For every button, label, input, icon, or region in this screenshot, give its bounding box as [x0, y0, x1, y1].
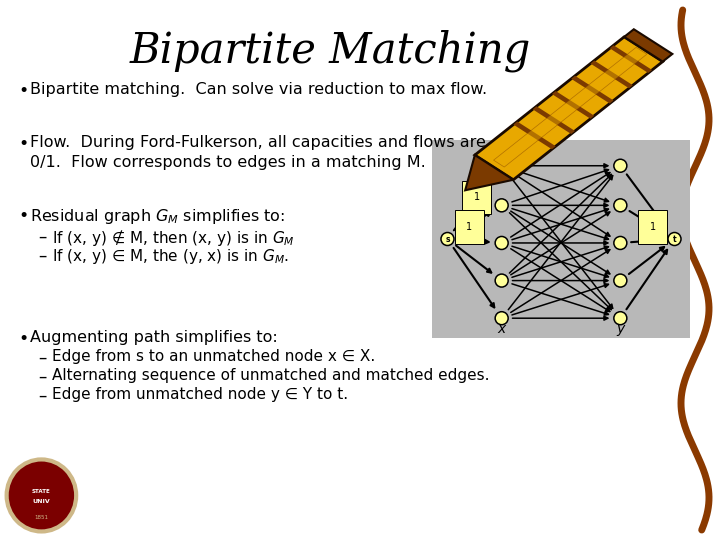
Circle shape: [495, 199, 508, 212]
Bar: [432, 140, 690, 338]
Text: •: •: [18, 82, 28, 100]
Text: Edge from s to an unmatched node x ∈ X.: Edge from s to an unmatched node x ∈ X.: [52, 349, 375, 364]
Bar: [590, 60, 633, 88]
Text: Bipartite matching.  Can solve via reduction to max flow.: Bipartite matching. Can solve via reduct…: [30, 82, 487, 97]
Circle shape: [614, 199, 627, 212]
Text: –: –: [38, 247, 46, 265]
Circle shape: [495, 274, 508, 287]
Text: 1: 1: [474, 192, 480, 202]
Bar: [533, 106, 575, 134]
Bar: [513, 122, 556, 149]
Circle shape: [441, 233, 454, 246]
Bar: [494, 48, 647, 167]
Text: •: •: [18, 207, 28, 225]
Bar: [552, 91, 594, 119]
Circle shape: [668, 233, 681, 246]
Text: –: –: [38, 349, 46, 367]
Text: 1: 1: [649, 222, 656, 232]
Text: 1: 1: [467, 222, 472, 232]
Text: If (x, y) ∉ M, then (x, y) is in $G_M$: If (x, y) ∉ M, then (x, y) is in $G_M$: [52, 228, 294, 248]
Circle shape: [6, 460, 76, 531]
Text: If (x, y) ∈ M, the (y, x) is in $G_M$.: If (x, y) ∈ M, the (y, x) is in $G_M$.: [52, 247, 289, 266]
Text: Augmenting path simplifies to:: Augmenting path simplifies to:: [30, 330, 278, 345]
Text: 0/1.  Flow corresponds to edges in a matching M.: 0/1. Flow corresponds to edges in a matc…: [30, 155, 426, 170]
Circle shape: [614, 274, 627, 287]
Text: 1851: 1851: [35, 515, 48, 520]
Text: Bipartite Matching: Bipartite Matching: [130, 30, 531, 72]
FancyBboxPatch shape: [624, 29, 672, 62]
Text: Flow.  During Ford-Fulkerson, all capacities and flows are: Flow. During Ford-Fulkerson, all capacit…: [30, 135, 486, 150]
Text: STATE: STATE: [32, 489, 51, 494]
Circle shape: [614, 237, 627, 249]
Text: •: •: [18, 135, 28, 153]
Text: –: –: [38, 387, 46, 405]
Polygon shape: [465, 155, 513, 190]
Text: Alternating sequence of unmatched and matched edges.: Alternating sequence of unmatched and ma…: [52, 368, 490, 383]
Bar: [571, 76, 613, 104]
Text: Edge from unmatched node y ∈ Y to t.: Edge from unmatched node y ∈ Y to t.: [52, 387, 348, 402]
Circle shape: [614, 159, 627, 172]
Text: x: x: [498, 322, 505, 336]
Circle shape: [495, 159, 508, 172]
Circle shape: [614, 312, 627, 325]
Circle shape: [495, 312, 508, 325]
Text: y: y: [616, 322, 624, 336]
Circle shape: [495, 237, 508, 249]
Text: –: –: [38, 228, 46, 246]
Text: t: t: [672, 234, 676, 244]
Bar: [610, 45, 652, 73]
Text: •: •: [18, 330, 28, 348]
Text: s: s: [445, 234, 450, 244]
Text: –: –: [38, 368, 46, 386]
Text: Residual graph $G_M$ simplifies to:: Residual graph $G_M$ simplifies to:: [30, 207, 285, 226]
Text: UNIV: UNIV: [32, 499, 50, 504]
FancyBboxPatch shape: [474, 37, 662, 180]
